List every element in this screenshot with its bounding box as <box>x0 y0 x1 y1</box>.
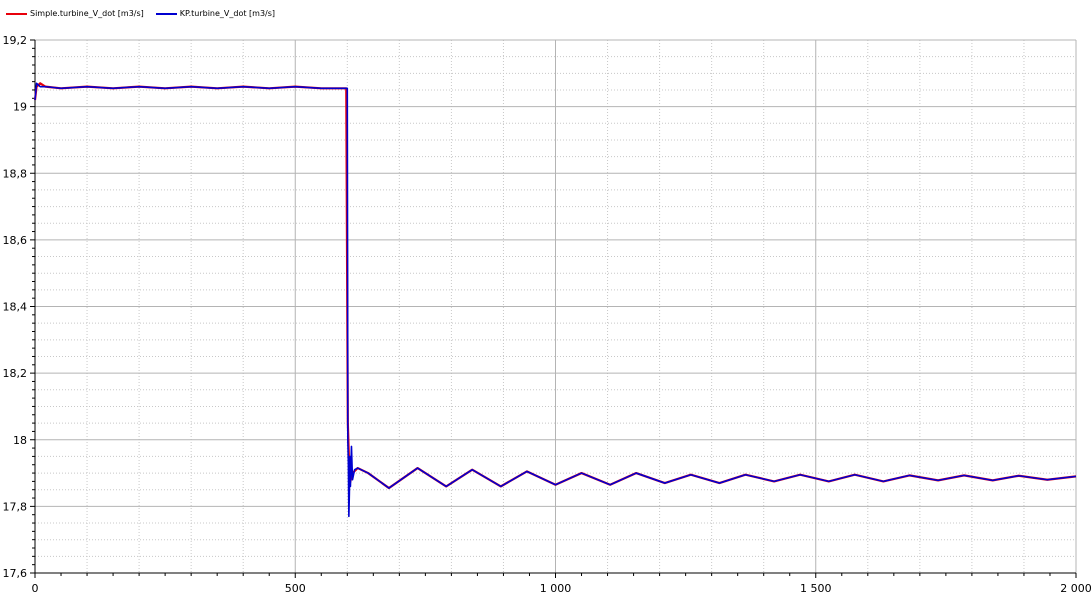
tick-labels: 17,6 17,8 18 18,2 18,4 18,6 18,8 19 19,2 0 500 1 00… <box>3 34 1091 595</box>
x-tick-label: 1 000 <box>540 582 572 595</box>
x-tick-label: 500 <box>285 582 306 595</box>
y-tick-label: 18,2 <box>3 367 28 380</box>
y-tick-label: 18,6 <box>3 234 28 247</box>
series-line-1 <box>34 82 1077 518</box>
axes <box>30 39 1077 578</box>
x-tick-label: 0 <box>32 582 39 595</box>
legend-label-kp: KP.turbine_V_dot [m3/s] <box>179 9 276 18</box>
legend-swatch-kp <box>155 12 177 15</box>
y-tick-label: 19 <box>13 101 27 114</box>
series-group <box>33 82 1077 518</box>
y-tick-label: 18 <box>13 434 27 447</box>
legend-swatch-simple <box>6 12 27 15</box>
legend: Simple.turbine_V_dot [m3/s] KP.turbine_V… <box>6 9 275 18</box>
x-tick-label: 2 000 <box>1060 582 1091 595</box>
y-tick-label: 17,8 <box>3 500 28 513</box>
y-tick-label: 17,6 <box>3 567 28 580</box>
legend-item-simple[interactable]: Simple.turbine_V_dot [m3/s] <box>6 9 144 18</box>
y-tick-label: 18,4 <box>3 301 28 314</box>
legend-item-kp[interactable]: KP.turbine_V_dot [m3/s] <box>155 9 276 18</box>
grid <box>34 39 1077 574</box>
y-tick-label: 19,2 <box>3 34 28 47</box>
y-tick-label: 18,8 <box>3 167 28 180</box>
x-tick-label: 1 500 <box>800 582 832 595</box>
legend-label-simple: Simple.turbine_V_dot [m3/s] <box>30 9 144 18</box>
